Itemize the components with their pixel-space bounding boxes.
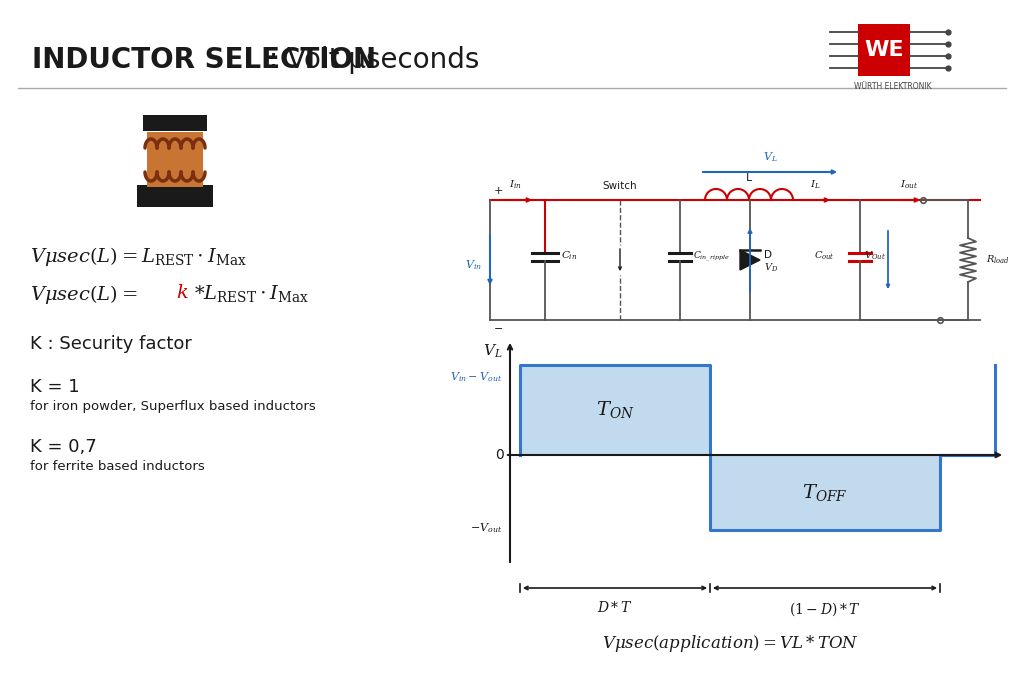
Text: −: − <box>494 324 504 334</box>
Text: +: + <box>494 186 504 196</box>
Text: 0: 0 <box>496 448 504 462</box>
Text: K : Security factor: K : Security factor <box>30 335 191 353</box>
Text: $T_{OFF}$: $T_{OFF}$ <box>802 482 848 503</box>
Text: $V_D$: $V_D$ <box>764 262 778 274</box>
Text: $(1 - D) * T$: $(1 - D) * T$ <box>790 600 861 617</box>
Bar <box>143 115 207 131</box>
Text: $- V_{out}$: $- V_{out}$ <box>470 521 502 535</box>
Text: $V_L$: $V_L$ <box>482 343 502 360</box>
Text: $* L_{\mathrm{REST}} \cdot I_{\mathrm{Max}}$: $* L_{\mathrm{REST}} \cdot I_{\mathrm{Ma… <box>194 283 309 304</box>
Text: INDUCTOR SELECTION: INDUCTOR SELECTION <box>32 46 376 74</box>
Text: $V\mu sec(L) = $: $V\mu sec(L) = $ <box>30 283 137 306</box>
Polygon shape <box>740 250 760 270</box>
Text: D: D <box>764 250 772 260</box>
Text: $V\mu sec(application) = VL * TON$: $V\mu sec(application) = VL * TON$ <box>601 633 858 654</box>
Text: Switch: Switch <box>603 181 637 191</box>
Text: for iron powder, Superflux based inductors: for iron powder, Superflux based inducto… <box>30 400 315 413</box>
Text: $k$: $k$ <box>176 283 188 302</box>
Text: $R_{load}$: $R_{load}$ <box>986 254 1010 267</box>
Text: $T_{ON}$: $T_{ON}$ <box>596 400 634 420</box>
Text: $C_{in\_ripple}$: $C_{in\_ripple}$ <box>693 249 730 262</box>
Bar <box>858 24 910 76</box>
Text: $V_{Out}$: $V_{Out}$ <box>864 250 886 262</box>
Text: $C_{in}$: $C_{in}$ <box>561 250 578 262</box>
Text: L: L <box>745 173 752 183</box>
Text: WE: WE <box>864 40 904 60</box>
Text: for ferrite based inductors: for ferrite based inductors <box>30 460 205 473</box>
Text: WÜRTH ELEKTRONIK: WÜRTH ELEKTRONIK <box>854 82 932 91</box>
Text: $V\mu sec(L) = L_{\mathrm{REST}} \cdot I_{\mathrm{Max}}$: $V\mu sec(L) = L_{\mathrm{REST}} \cdot I… <box>30 245 247 268</box>
Text: $I_{out}$: $I_{out}$ <box>900 178 919 191</box>
Text: $V_{in}$: $V_{in}$ <box>465 258 482 272</box>
Text: : Volt μseconds: : Volt μseconds <box>260 46 479 74</box>
Text: K = 0,7: K = 0,7 <box>30 438 96 456</box>
Bar <box>147 132 203 187</box>
Text: $V_L$: $V_L$ <box>763 150 777 164</box>
Text: $I_{in}$: $I_{in}$ <box>509 178 521 191</box>
Text: $V_{in} - V_{out}$: $V_{in} - V_{out}$ <box>450 370 502 384</box>
Bar <box>137 185 213 207</box>
Text: $D * T$: $D * T$ <box>597 600 633 615</box>
Text: K = 1: K = 1 <box>30 378 80 396</box>
Text: $I_L$: $I_L$ <box>810 178 821 191</box>
Text: $C_{out}$: $C_{out}$ <box>814 250 835 262</box>
